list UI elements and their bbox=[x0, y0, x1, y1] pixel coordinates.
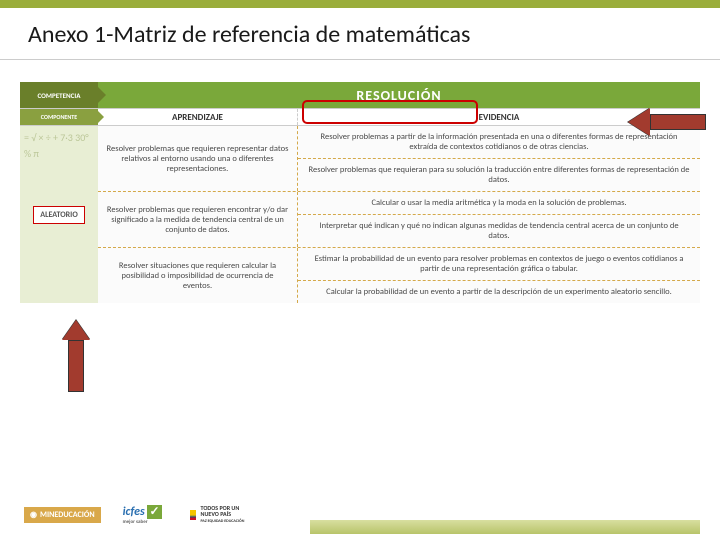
icfes-sub: mejor saber bbox=[123, 519, 162, 525]
evidencia-group: Estimar la probabilidad de un evento par… bbox=[298, 248, 700, 303]
matrix-body: = √ × ÷ + 7·3 30° % π ALEATORIO Resolver… bbox=[20, 126, 700, 303]
componente-label: COMPONENTE bbox=[20, 109, 98, 125]
pais-line3: PAZ EQUIDAD EDUCACIÓN bbox=[201, 519, 245, 524]
mineducacion-text: MINEDUCACIÓN bbox=[40, 510, 95, 520]
matrix-subheader-row: COMPONENTE APRENDIZAJE EVIDENCIA bbox=[20, 108, 700, 126]
table-row: Resolver problemas que requieren encontr… bbox=[98, 191, 700, 247]
resolucion-label: RESOLUCIÓN bbox=[98, 82, 700, 108]
nuevo-pais-logo: TODOS POR UN NUEVO PAÍS PAZ EQUIDAD EDUC… bbox=[184, 502, 251, 527]
table-row: Resolver problemas que requieren represe… bbox=[98, 126, 700, 191]
reference-matrix: COMPETENCIA RESOLUCIÓN COMPONENTE APREND… bbox=[20, 82, 700, 303]
arrow-to-resolucion-icon bbox=[628, 108, 706, 136]
arrow-to-aleatorio-icon bbox=[62, 320, 90, 392]
competencia-text: COMPETENCIA bbox=[38, 91, 81, 100]
aprendizaje-cell: Resolver problemas que requieren encontr… bbox=[98, 192, 298, 247]
aleatorio-badge: ALEATORIO bbox=[33, 206, 84, 224]
content-column: Resolver problemas que requieren represe… bbox=[98, 126, 700, 303]
table-row: Resolver situaciones que requieren calcu… bbox=[98, 247, 700, 303]
evidencia-cell: Interpretar qué indican y qué no indican… bbox=[298, 214, 700, 247]
evidencia-cell: Estimar la probabilidad de un evento par… bbox=[298, 248, 700, 280]
top-accent-band bbox=[0, 0, 720, 8]
check-icon: ✓ bbox=[147, 505, 161, 519]
matrix-header-row: COMPETENCIA RESOLUCIÓN bbox=[20, 82, 700, 108]
pais-line2: NUEVO PAÍS bbox=[201, 510, 232, 518]
icfes-logo: icfes ✓ mejor saber bbox=[117, 501, 168, 528]
evidencia-cell: Calcular la probabilidad de un evento a … bbox=[298, 280, 700, 303]
colombia-flag-icon bbox=[190, 510, 196, 520]
icfes-text: icfes bbox=[123, 505, 145, 519]
componente-sidebar: = √ × ÷ + 7·3 30° % π ALEATORIO bbox=[20, 126, 98, 303]
evidencia-cell: Resolver problemas que requieran para su… bbox=[298, 158, 700, 191]
footer-bar bbox=[310, 520, 700, 534]
aprendizaje-cell: Resolver situaciones que requieren calcu… bbox=[98, 248, 298, 303]
mineducacion-logo: ◉MINEDUCACIÓN bbox=[24, 507, 101, 523]
page-title: Anexo 1-Matriz de referencia de matemáti… bbox=[0, 8, 720, 60]
evidencia-cell: Calcular o usar la media aritmética y la… bbox=[298, 192, 700, 214]
competencia-label: COMPETENCIA bbox=[20, 82, 98, 108]
evidencia-group: Calcular o usar la media aritmética y la… bbox=[298, 192, 700, 247]
aprendizaje-cell: Resolver problemas que requieren represe… bbox=[98, 126, 298, 191]
aprendizaje-header: APRENDIZAJE bbox=[98, 109, 298, 125]
